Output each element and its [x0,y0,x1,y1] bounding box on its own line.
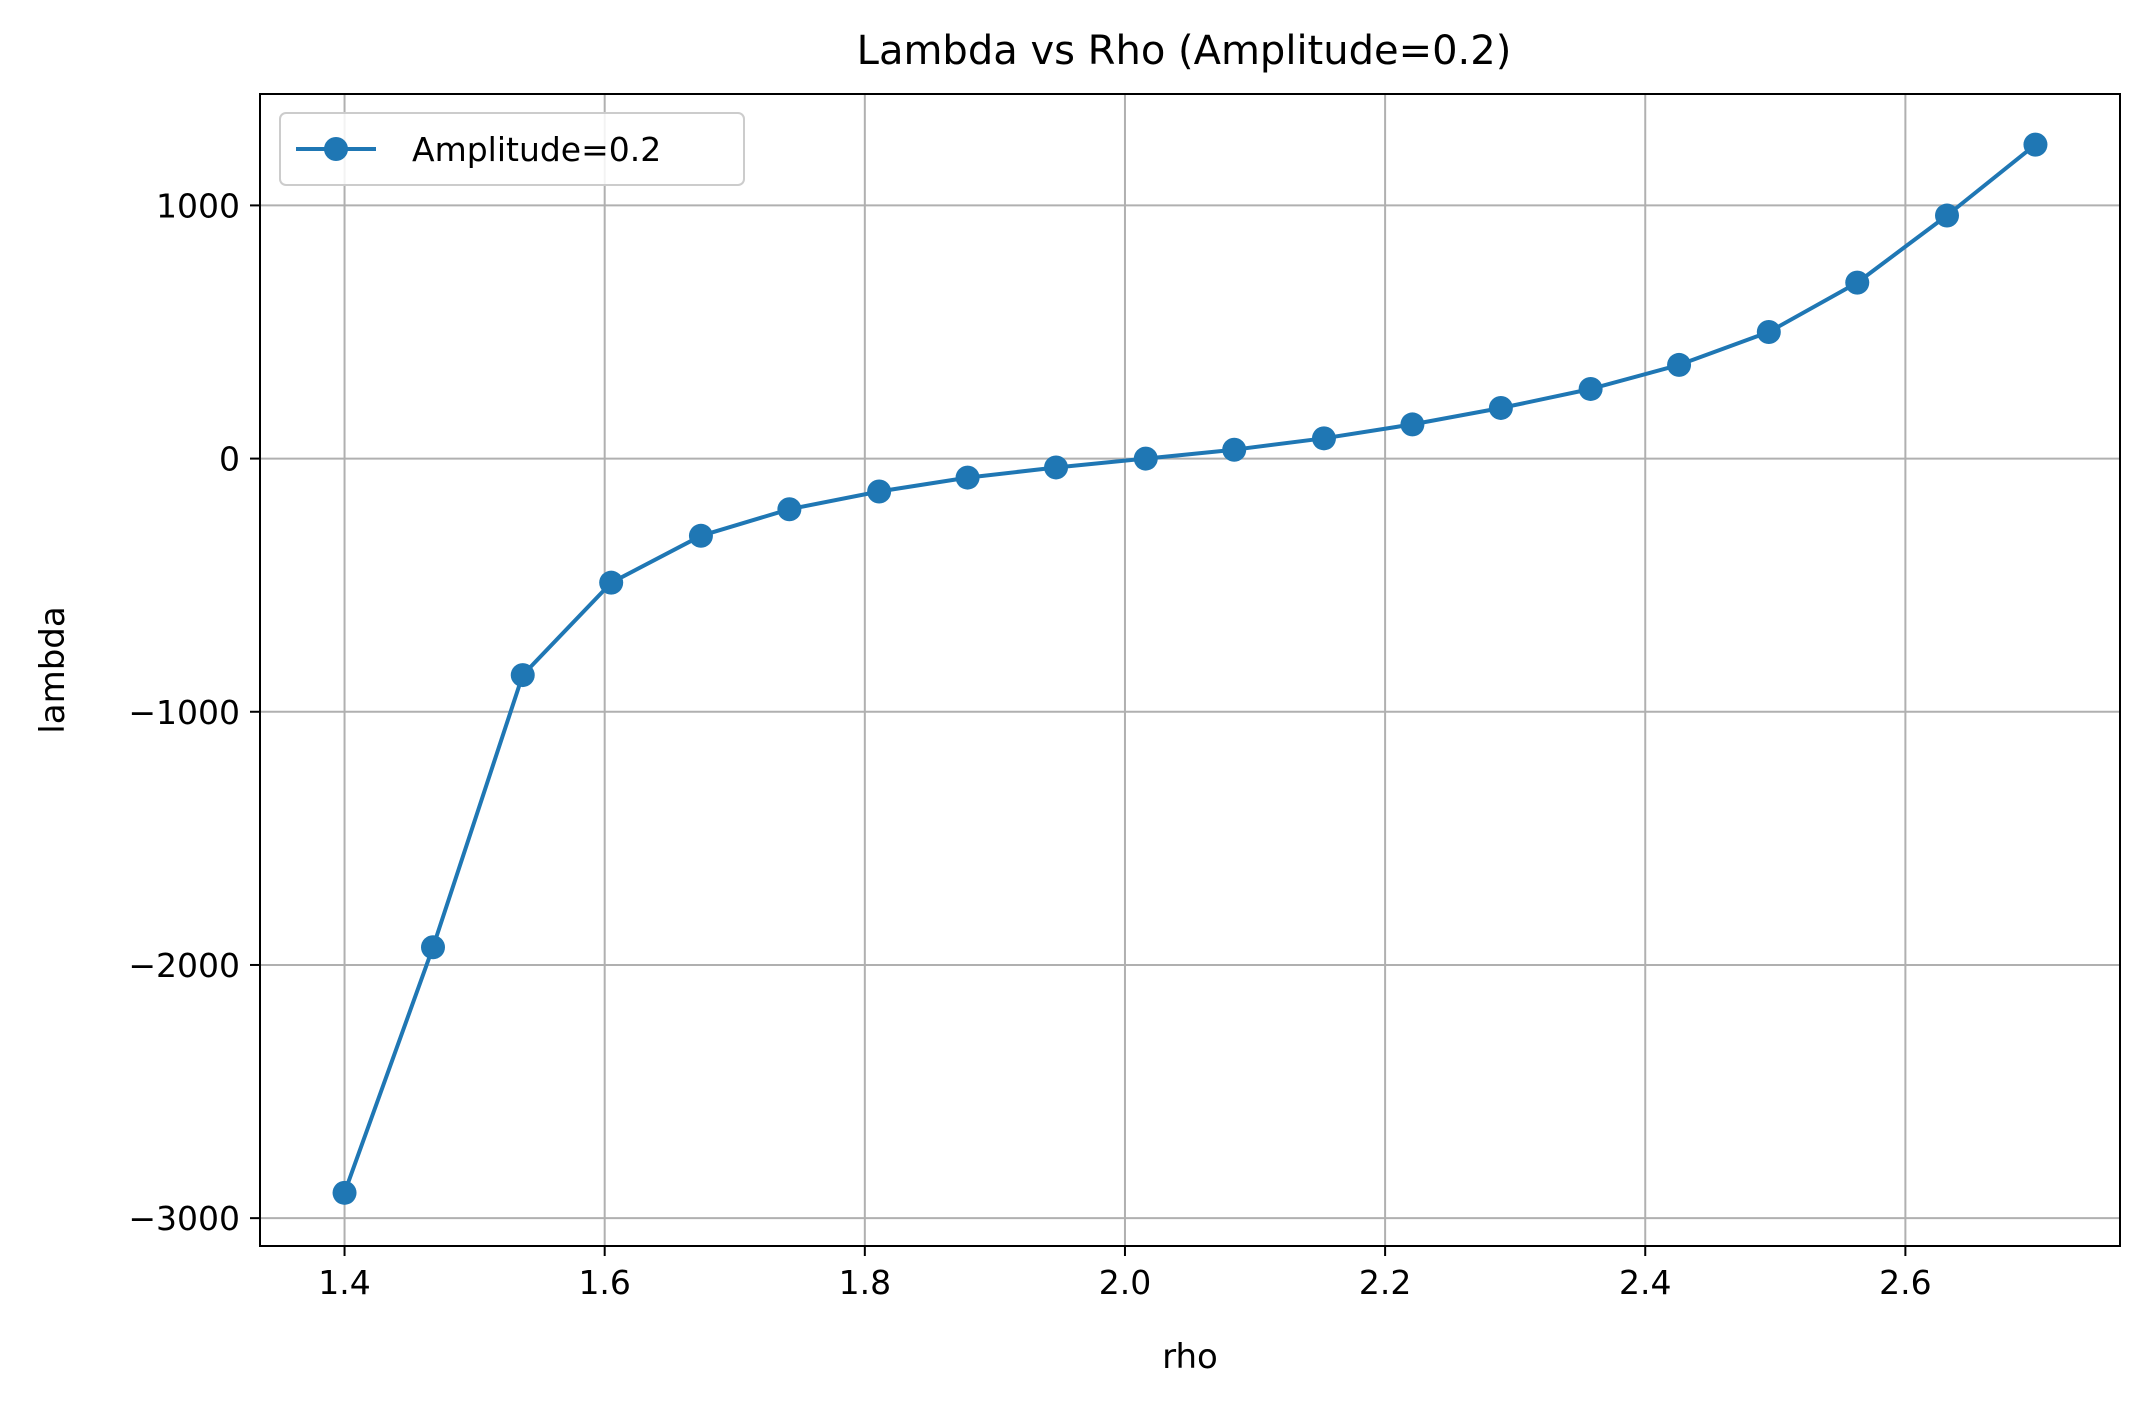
y-axis-label: lambda [33,606,73,733]
y-tick-label: −2000 [128,946,240,985]
data-point [955,465,980,490]
data-point [1133,446,1158,471]
y-axis-ticks: −3000 −2000 −1000 0 1000 [128,186,260,1238]
y-tick-label: 0 [219,440,240,479]
chart-title: Lambda vs Rho (Amplitude=0.2) [857,28,1512,74]
data-point [1845,270,1870,295]
x-tick-label: 2.4 [1619,1263,1671,1302]
x-tick-label: 1.6 [578,1263,630,1302]
data-point [332,1180,357,1205]
plot-frame [259,93,2121,1247]
data-point [1756,319,1781,344]
data-point [420,935,445,960]
data-point [2023,132,2048,157]
series-line [342,142,2038,1195]
x-axis-ticks: 1.4 1.6 1.8 2.0 2.2 2.4 2.6 [318,1246,1932,1302]
grid [260,94,2120,1246]
data-point [777,497,802,522]
data-point [1222,437,1247,462]
data-point [688,523,713,548]
data-point [510,663,535,688]
data-point [1311,426,1336,451]
legend-label: Amplitude=0.2 [412,130,661,169]
data-point [599,570,624,595]
data-point [867,479,892,504]
data-point [1400,412,1425,437]
data-point [1935,203,1960,228]
x-tick-label: 1.4 [318,1263,370,1302]
legend-marker-swatch [324,137,348,161]
legend: Amplitude=0.2 [279,112,745,186]
y-tick-label: 1000 [156,186,240,225]
y-tick-label: −3000 [128,1199,240,1238]
series-layer [332,132,2048,1205]
x-tick-label: 2.6 [1879,1263,1931,1302]
data-point [1488,395,1513,420]
data-point [1044,455,1069,480]
data-point [1667,352,1692,377]
data-point [1578,376,1603,401]
legend-box [279,112,745,186]
x-axis-label: rho [1162,1337,1218,1377]
x-tick-label: 2.2 [1359,1263,1411,1302]
x-tick-label: 2.0 [1099,1263,1151,1302]
y-tick-label: −1000 [128,693,240,732]
x-tick-label: 1.8 [839,1263,891,1302]
